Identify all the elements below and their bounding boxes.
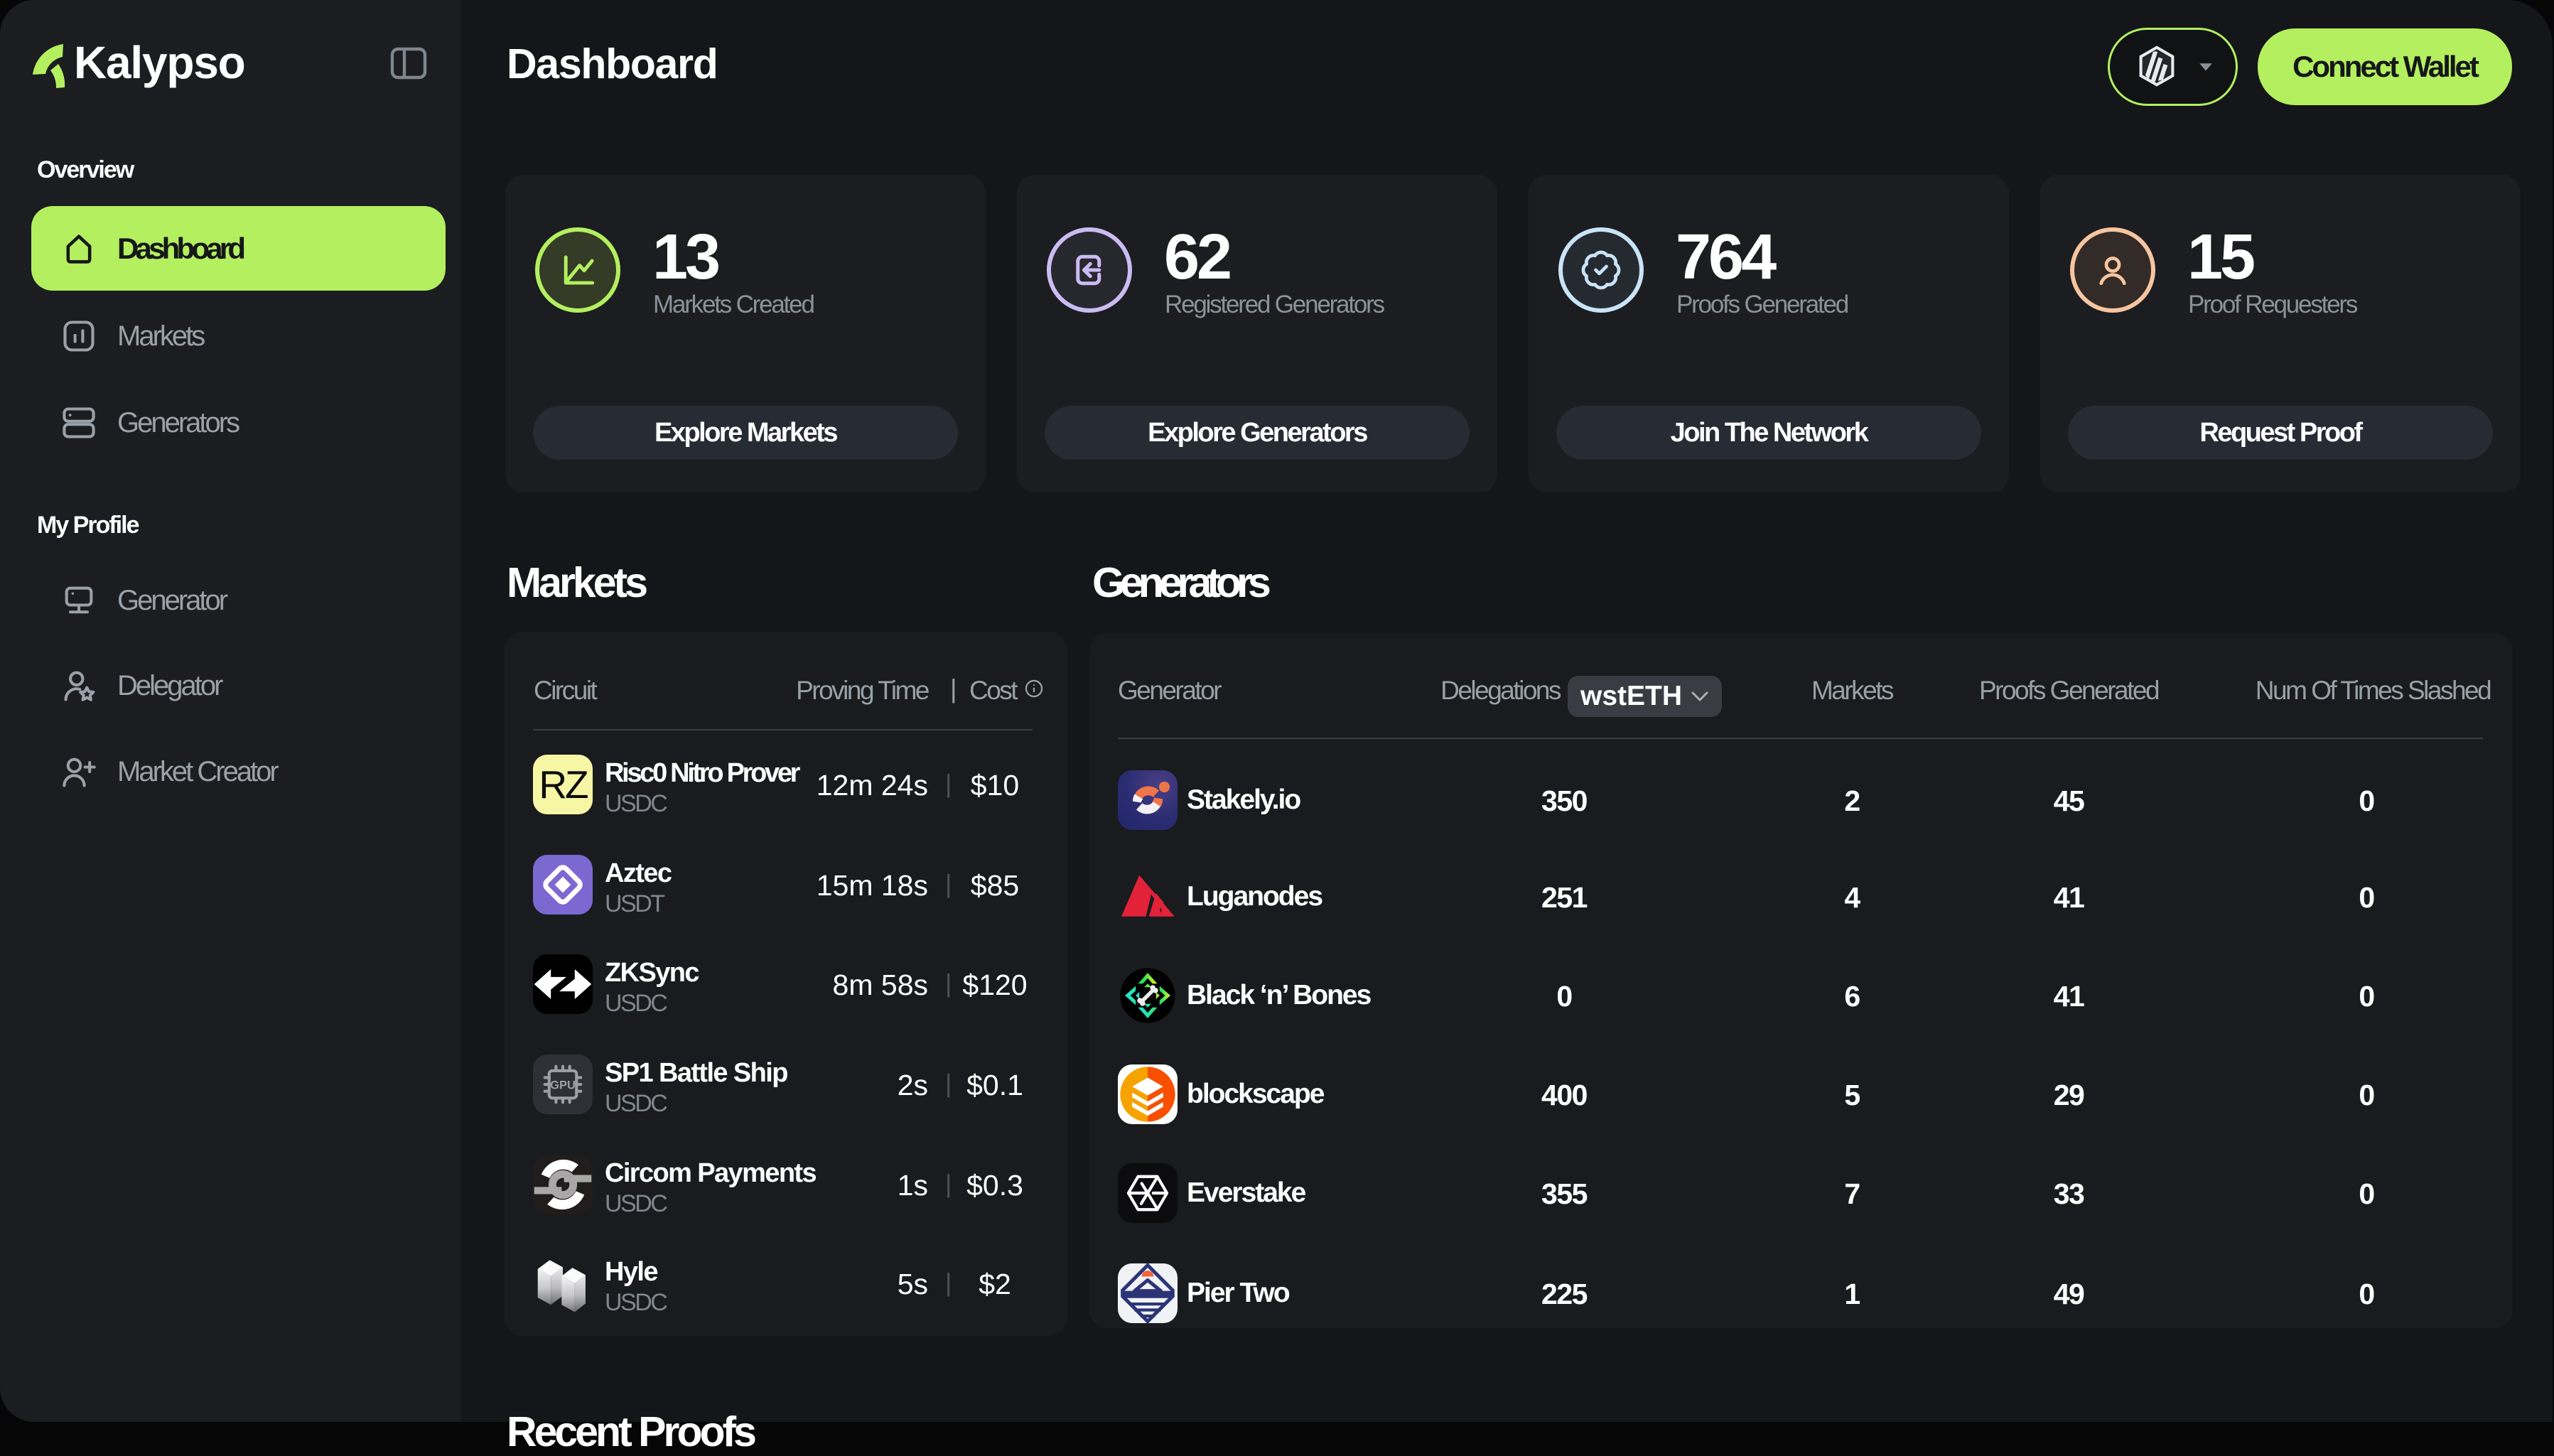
svg-text:GPU: GPU: [550, 1079, 576, 1091]
